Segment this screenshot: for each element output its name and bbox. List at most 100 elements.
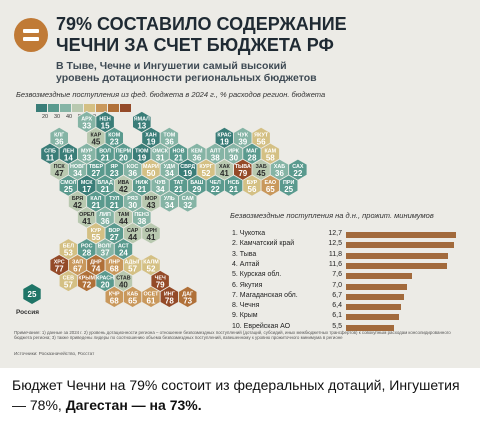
ranking-value: 5,5: [332, 322, 342, 330]
ranking-value: 11,8: [328, 250, 342, 258]
ranking-row: 10. Еврейская АО 5,5: [232, 323, 472, 333]
region-value: 25: [284, 185, 293, 194]
ranking-bar: [346, 314, 399, 321]
region-value: 57: [128, 265, 137, 274]
region-value: 38: [137, 217, 146, 226]
region-value: 56: [248, 185, 257, 194]
ranking-value: 6,7: [332, 291, 342, 299]
region-abbr: НСБ: [228, 180, 240, 186]
ranking-value: 7,0: [332, 281, 342, 289]
region-abbr: МОР: [145, 196, 158, 202]
region-abbr: КАЛ: [90, 196, 101, 202]
region-value: 55: [91, 233, 100, 242]
region-value: 37: [101, 249, 110, 258]
region-value: 65: [128, 296, 137, 305]
subtitle-line-2: уровень дотационности региональных бюдже…: [56, 72, 317, 84]
ranking-row: 3. Тыва 11,8: [232, 251, 472, 261]
caption-part-2: Ингушетия — 78%,: [12, 377, 460, 413]
region-value: 36: [128, 169, 137, 178]
region-value: 36: [192, 153, 201, 162]
region-value: 19: [137, 153, 146, 162]
ranking-row: 5. Курская обл. 7,6: [232, 271, 472, 281]
region-value: 61: [147, 296, 156, 305]
region-abbr: КУР: [91, 228, 102, 234]
region-abbr: КЧР: [109, 291, 120, 297]
region-value: 30: [128, 201, 137, 210]
region-value: 21: [101, 153, 110, 162]
region-value: 34: [165, 201, 174, 210]
region-abbr: СМОЛ: [60, 180, 76, 186]
region-value: 79: [156, 281, 165, 290]
infographic-title: 79% СОСТАВИЛО СОДЕРЖАНИЕ ЧЕЧНИ ЗА СЧЕТ Б…: [56, 14, 347, 56]
region-abbr: НЕН: [99, 117, 110, 123]
region-abbr: ЯКУТ: [254, 132, 269, 138]
region-abbr: КРЫМ: [78, 276, 95, 282]
region-hex-shape: [178, 190, 198, 213]
region-value: 43: [147, 201, 156, 210]
region-value: 19: [147, 137, 156, 146]
region-abbr: ЕАО: [265, 180, 277, 186]
region-abbr: КЕМ: [191, 148, 203, 154]
region-value: 52: [202, 169, 211, 178]
region-abbr: ВОЛГ: [98, 244, 113, 250]
ranking-bar: [346, 262, 447, 269]
region-abbr: ЯР: [111, 164, 119, 170]
ranking-bar: [346, 232, 456, 238]
region-abbr: ЗАБ: [256, 164, 267, 170]
region-value: 30: [229, 153, 238, 162]
russia-label: Россия: [16, 309, 40, 316]
region-abbr: ВЛАД: [97, 180, 113, 186]
region-abbr: ХРС: [54, 260, 65, 266]
ranking-bar: [346, 273, 412, 280]
region-abbr: ОРН: [145, 228, 157, 234]
region-value: 23: [110, 169, 119, 178]
region-abbr: ЧЕЧ: [155, 276, 166, 282]
ranking-row: 1. Чукотка 12,7: [232, 230, 472, 240]
region-abbr: ТЫВА: [235, 164, 251, 170]
region-abbr: ПЕНЗ: [134, 212, 149, 218]
region-abbr: КРАС: [217, 132, 231, 138]
region-abbr: ТАМ: [118, 212, 130, 218]
region-value: 21: [91, 201, 100, 210]
region-value: 36: [101, 217, 110, 226]
region-abbr: МАГ: [246, 148, 257, 154]
region-abbr: КРАСН: [96, 276, 114, 282]
region-abbr: САМ: [182, 196, 195, 202]
ranking-bar: [346, 293, 404, 300]
region-abbr: ОСЕТ: [143, 291, 159, 297]
infographic-card: 79% СОСТАВИЛО СОДЕРЖАНИЕ ЧЕЧНИ ЗА СЧЕТ Б…: [0, 0, 480, 368]
ranking-row: 2. Камчатский край 12,5: [232, 240, 472, 250]
region-value: 52: [147, 265, 156, 274]
scale-swatch: [84, 104, 95, 112]
region-abbr: ЛЕН: [63, 148, 74, 154]
region-abbr: ИНГ: [164, 291, 175, 297]
ranking-value: 12,7: [328, 230, 342, 237]
caption-part-1: Бюджет Чечни на 79% состоит из федеральн…: [12, 377, 386, 393]
scale-swatch: [96, 104, 107, 112]
region-value: 65: [266, 185, 275, 194]
region-value: 77: [55, 265, 64, 274]
region-value: 24: [119, 249, 128, 258]
region-abbr: ДНР: [90, 260, 102, 266]
region-value: 53: [64, 249, 73, 258]
ranking-region-name: 5. Курская обл.: [232, 271, 282, 279]
region-abbr: ТВЕР: [89, 164, 104, 170]
region-abbr: ТЮМ: [135, 148, 149, 154]
region-value: 19: [183, 169, 192, 178]
ranking-value: 7,6: [332, 271, 342, 279]
ranking-bar: [346, 252, 449, 259]
region-value: 50: [147, 169, 156, 178]
russia-value: 25: [28, 290, 37, 299]
region-value: 21: [229, 185, 238, 194]
region-abbr: ЗАП: [72, 260, 83, 266]
ranking-bar: [346, 242, 455, 249]
region-abbr: ОРЕЛ: [79, 212, 94, 218]
region-abbr: КАМ: [264, 148, 276, 154]
region-value: 67: [73, 265, 82, 274]
